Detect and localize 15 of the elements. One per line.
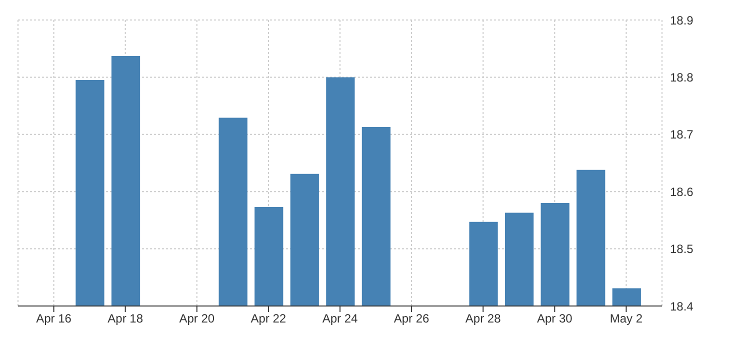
x-tick-label: May 2	[610, 312, 643, 326]
y-tick-label: 18.6	[670, 184, 694, 199]
y-tick-label: 18.4	[670, 299, 694, 314]
y-tick-label: 18.9	[670, 13, 694, 28]
x-tick-label: Apr 26	[394, 312, 430, 326]
x-tick-label: Apr 16	[36, 312, 72, 326]
x-tick-label: Apr 30	[536, 312, 573, 326]
x-tick-label: Apr 18	[108, 312, 144, 326]
x-tick-label: Apr 20	[179, 312, 215, 326]
x-tick-label: Apr 22	[250, 312, 286, 326]
x-tick-label: Apr 24	[322, 312, 358, 326]
y-tick-label: 18.7	[670, 128, 694, 142]
x-tick-label: Apr 28	[465, 312, 502, 326]
y-tick-label: 18.8	[670, 70, 694, 84]
y-tick-label: 18.5	[670, 242, 694, 256]
